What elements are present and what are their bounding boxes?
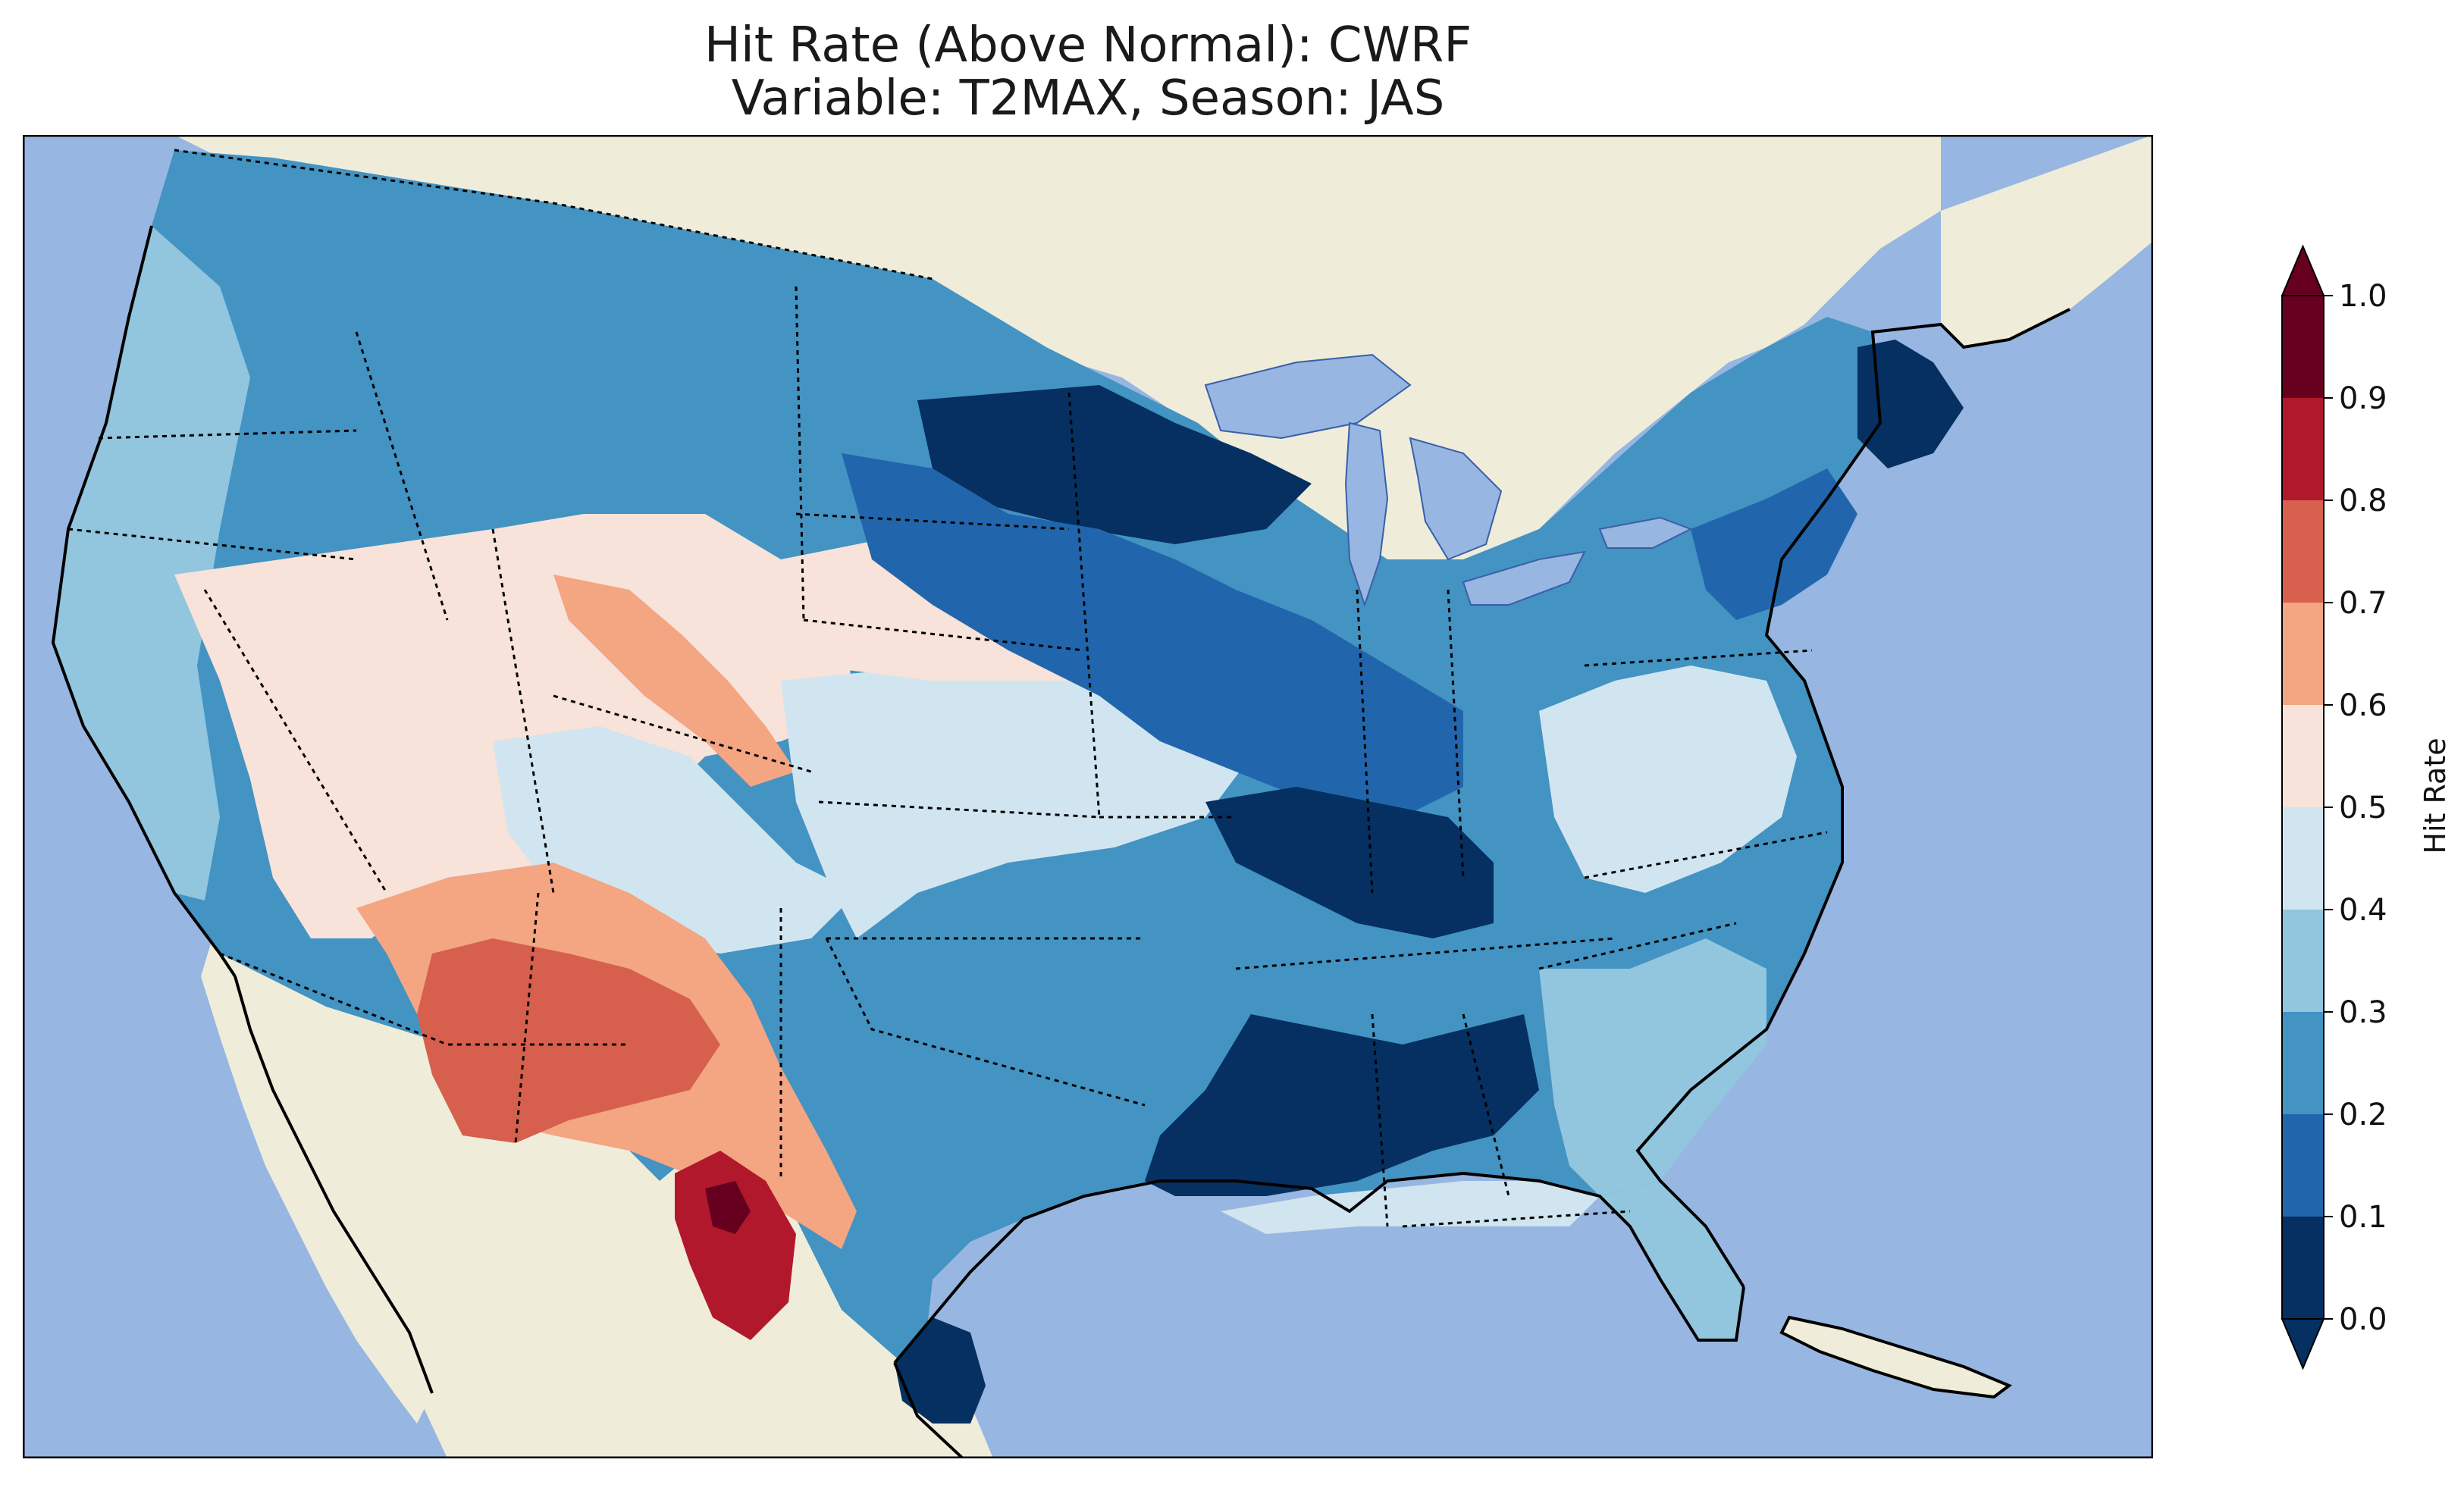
colorbar-bin — [2282, 500, 2324, 603]
region-northeast-blue — [1691, 468, 1857, 620]
border-in-oh — [1447, 589, 1465, 879]
lake-superior — [1204, 353, 1412, 440]
colorbar-bin — [2282, 1012, 2324, 1114]
colorbar-extend-over — [2281, 244, 2325, 296]
border-nc-sc — [1538, 922, 1737, 970]
lake-huron — [1409, 437, 1503, 561]
colorbar-tick-label: 0.9 — [2339, 381, 2387, 416]
coastlines — [51, 225, 2071, 1458]
region-west-texas-red — [675, 1151, 796, 1340]
region-florida — [1600, 1181, 1744, 1340]
border-mt-nd — [795, 286, 805, 621]
region-mid-atlantic-light — [1539, 666, 1797, 893]
land-canada — [174, 135, 1941, 559]
colorbar-bin — [2282, 398, 2324, 500]
border-ga-fl — [1402, 1210, 1631, 1228]
colorbar-tick-label: 0.2 — [2339, 1098, 2387, 1132]
colorbar-bin — [2282, 296, 2324, 398]
coast-atlantic — [1635, 308, 2071, 1289]
border-canada — [174, 149, 933, 280]
lake-michigan — [1344, 421, 1389, 608]
lake-ontario — [1598, 516, 1693, 549]
region-wyoming-peach — [553, 575, 796, 787]
border-nd-sd — [795, 512, 1070, 531]
coast-mexico-gulf — [893, 1362, 964, 1458]
colorbar-bin — [2282, 807, 2324, 910]
colorbar-bin — [2282, 1114, 2324, 1217]
region-west-coast — [53, 226, 250, 900]
border-ne-ks — [818, 800, 1100, 819]
border-nv-ca — [203, 589, 388, 894]
great-lakes — [1204, 353, 1693, 608]
map-frame — [23, 135, 2153, 1458]
colorbar-tick-label: 0.1 — [2339, 1200, 2387, 1235]
colorbar-tick-label: 0.0 — [2339, 1302, 2387, 1337]
region-maine-dark — [1857, 340, 1964, 468]
border-wa-or — [98, 429, 357, 440]
colorbar-bin — [2282, 603, 2324, 705]
coast-gulf — [893, 1171, 1745, 1364]
border-tx-north — [825, 938, 1146, 1107]
colorbar-tick-label: 0.3 — [2339, 995, 2387, 1030]
region-southeast-light — [1539, 938, 1766, 1196]
map-title-line-1: Hit Rate (Above Normal): CWRF — [704, 17, 1472, 74]
coast-pacific — [51, 225, 237, 978]
region-central-plains-light — [781, 666, 1251, 938]
colorbar-tick-label: 0.6 — [2339, 688, 2387, 723]
colorbar-label: Hit Rate — [2419, 738, 2452, 853]
region-mid-south-dark — [1145, 1014, 1539, 1196]
colorbar-tick-label: 0.7 — [2339, 586, 2387, 621]
border-sd-ne — [803, 619, 1085, 652]
region-upper-midwest-dark — [917, 385, 1312, 544]
region-west-texas-darkred — [705, 1181, 751, 1234]
colorbar-bin — [2282, 705, 2324, 807]
hit-rate-field — [53, 150, 1964, 1424]
map-title-line-2: Variable: T2MAX, Season: JAS — [731, 70, 1445, 127]
region-midwest-blue — [842, 453, 1463, 817]
colorbar-tick-label: 0.8 — [2339, 484, 2387, 518]
colorbar-bin — [2282, 910, 2324, 1012]
land-cuba — [1779, 1315, 2012, 1399]
colorbar: 0.0 0.1 0.2 0.3 0.4 0.5 0.6 0.7 0.8 0.9 1.0 Hit Ra… — [2281, 244, 2452, 1370]
colorbar-tick-label: 1.0 — [2339, 279, 2387, 314]
colorbar-ticks: 0.0 0.1 0.2 0.3 0.4 0.5 0.6 0.7 0.8 0.9 1.0 — [2324, 279, 2387, 1337]
border-ms-al — [1371, 1013, 1389, 1227]
region-ohio-valley-dark — [1205, 787, 1494, 938]
region-great-basin — [174, 514, 857, 938]
colorbar-extend-under — [2281, 1318, 2325, 1370]
map-panel — [23, 135, 2153, 1458]
lake-erie — [1462, 550, 1586, 606]
land-baja — [201, 938, 432, 1424]
colorbar-boxes — [2281, 244, 2325, 1370]
border-nm-az — [514, 892, 540, 1144]
border-mexico — [219, 952, 629, 1046]
coast-baja — [234, 976, 434, 1394]
border-or-ca — [67, 528, 357, 561]
border-al-ga — [1462, 1013, 1510, 1197]
land-atlantic-canada — [1941, 135, 2153, 347]
region-texas-coast-dark — [895, 1317, 986, 1424]
colorbar-tick-label: 0.4 — [2339, 893, 2387, 928]
state-borders — [67, 149, 1828, 1228]
border-pa-ny — [1584, 649, 1813, 667]
colorbar-bin — [2282, 1217, 2324, 1319]
region-southwest-orange — [417, 938, 720, 1143]
border-ut-co — [491, 528, 555, 894]
colorbar-tick-label: 0.5 — [2339, 791, 2387, 825]
border-mn-wi — [1067, 392, 1101, 818]
